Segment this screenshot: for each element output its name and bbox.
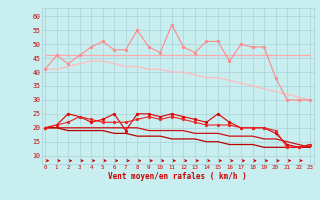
- X-axis label: Vent moyen/en rafales ( km/h ): Vent moyen/en rafales ( km/h ): [108, 172, 247, 181]
